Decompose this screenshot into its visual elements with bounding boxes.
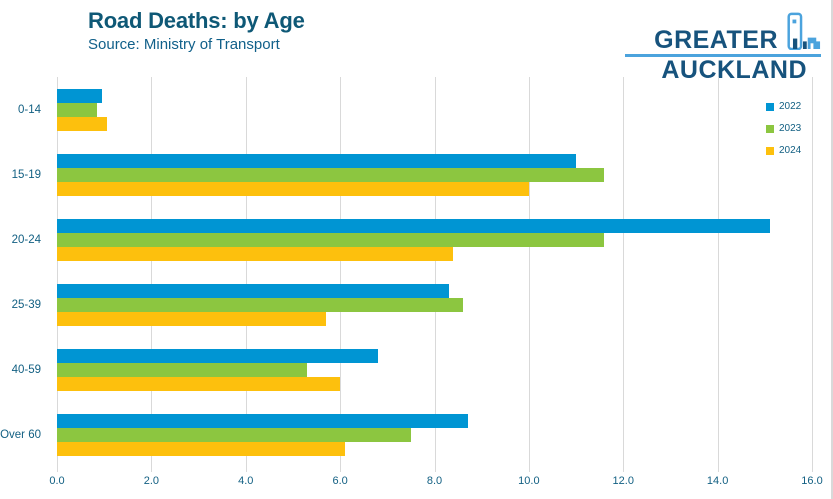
bar-2024 — [57, 441, 345, 456]
category-label: 20-24 — [11, 233, 41, 246]
right-border-line — [831, 0, 833, 499]
city-skyline-icon — [783, 10, 821, 55]
bar-2023 — [57, 297, 463, 312]
bar-2023 — [57, 362, 308, 377]
bar-group-over-60 — [57, 413, 812, 456]
axis-tick-14.0 — [717, 467, 719, 472]
y-axis-category-labels: 0-14 15-19 20-24 25-39 40-59 Over 60 — [0, 77, 49, 467]
logo-row-1: GREATER — [625, 8, 821, 57]
legend-entry-2023: 2023 — [766, 122, 801, 135]
axis-tick-16.0 — [812, 467, 813, 472]
x-tick-label: 4.0 — [238, 475, 254, 487]
category-label: Over 60 — [0, 428, 41, 441]
plot-area: 0.0 2.0 4.0 6.0 8.0 10.0 12.0 14.0 16.0 — [49, 77, 823, 487]
gridline-x-2.0 — [151, 77, 153, 467]
bar-group-15-19 — [57, 153, 812, 196]
legend-swatch-2023 — [766, 124, 774, 133]
category-label: 15-19 — [11, 168, 41, 181]
gridline-x-10.0 — [528, 77, 530, 467]
bar-2024 — [57, 181, 529, 196]
gridline-x-12.0 — [623, 77, 625, 467]
legend-swatch-2022 — [766, 102, 774, 111]
bar-2022 — [57, 413, 468, 428]
logo-text-auckland: AUCKLAND — [661, 56, 807, 84]
title-block: Road Deaths: by Age Source: Ministry of … — [88, 8, 305, 53]
bar-2024 — [57, 246, 454, 261]
category-label: 0-14 — [17, 103, 41, 116]
bar-group-40-59 — [57, 348, 812, 391]
legend-swatch-2024 — [766, 146, 774, 155]
legend-label-2024: 2024 — [779, 145, 802, 156]
x-tick-label: 12.0 — [612, 475, 634, 487]
gridline-x-6.0 — [340, 77, 342, 467]
page-title: Road Deaths: by Age — [88, 8, 305, 33]
x-tick-label: 2.0 — [143, 475, 160, 487]
bar-group-25-39 — [57, 283, 812, 326]
bar-2022 — [57, 88, 102, 103]
bar-2024 — [57, 116, 107, 131]
legend-label-2022: 2022 — [779, 101, 802, 112]
bar-2023 — [57, 232, 605, 247]
bar-group-20-24 — [57, 218, 812, 261]
axis-tick-10.0 — [528, 467, 530, 472]
bar-2024 — [57, 311, 326, 326]
legend: 2022 2023 2024 — [766, 100, 801, 166]
axis-tick-2.0 — [151, 467, 153, 472]
legend-entry-2022: 2022 — [766, 100, 801, 113]
x-tick-label: 14.0 — [706, 475, 729, 487]
bar-2022 — [57, 153, 577, 168]
bar-2023 — [57, 167, 605, 182]
axis-tick-6.0 — [340, 467, 342, 472]
greater-auckland-logo: GREATER AUCKLAND — [625, 8, 821, 83]
axis-tick-4.0 — [245, 467, 247, 472]
bar-2023 — [57, 427, 411, 442]
bar-2024 — [57, 376, 341, 391]
gridline-x-14.0 — [717, 77, 719, 467]
logo-text-greater: GREATER — [654, 26, 778, 54]
category-label: 40-59 — [11, 363, 41, 376]
bar-2022 — [57, 218, 770, 233]
chart-subtitle: Source: Ministry of Transport — [88, 36, 280, 54]
gridline-x-16.0 — [812, 77, 813, 467]
axis-tick-0.0 — [57, 467, 58, 472]
axis-tick-12.0 — [623, 467, 625, 472]
x-tick-label: 16.0 — [801, 475, 823, 487]
legend-label-2023: 2023 — [779, 123, 802, 134]
gridline-x-8.0 — [434, 77, 436, 467]
gridline-x-4.0 — [245, 77, 247, 467]
bar-group-0-14 — [57, 88, 812, 131]
legend-entry-2024: 2024 — [766, 144, 801, 157]
bar-2023 — [57, 102, 98, 117]
x-tick-label: 0.0 — [49, 475, 65, 487]
axis-tick-8.0 — [434, 467, 436, 472]
bar-2022 — [57, 348, 378, 363]
x-tick-label: 8.0 — [426, 475, 443, 487]
category-label: 25-39 — [11, 298, 41, 311]
x-tick-label: 6.0 — [332, 475, 348, 487]
bar-2022 — [57, 283, 449, 298]
x-tick-label: 10.0 — [518, 475, 540, 487]
gridline-x-0.0 — [57, 77, 58, 467]
